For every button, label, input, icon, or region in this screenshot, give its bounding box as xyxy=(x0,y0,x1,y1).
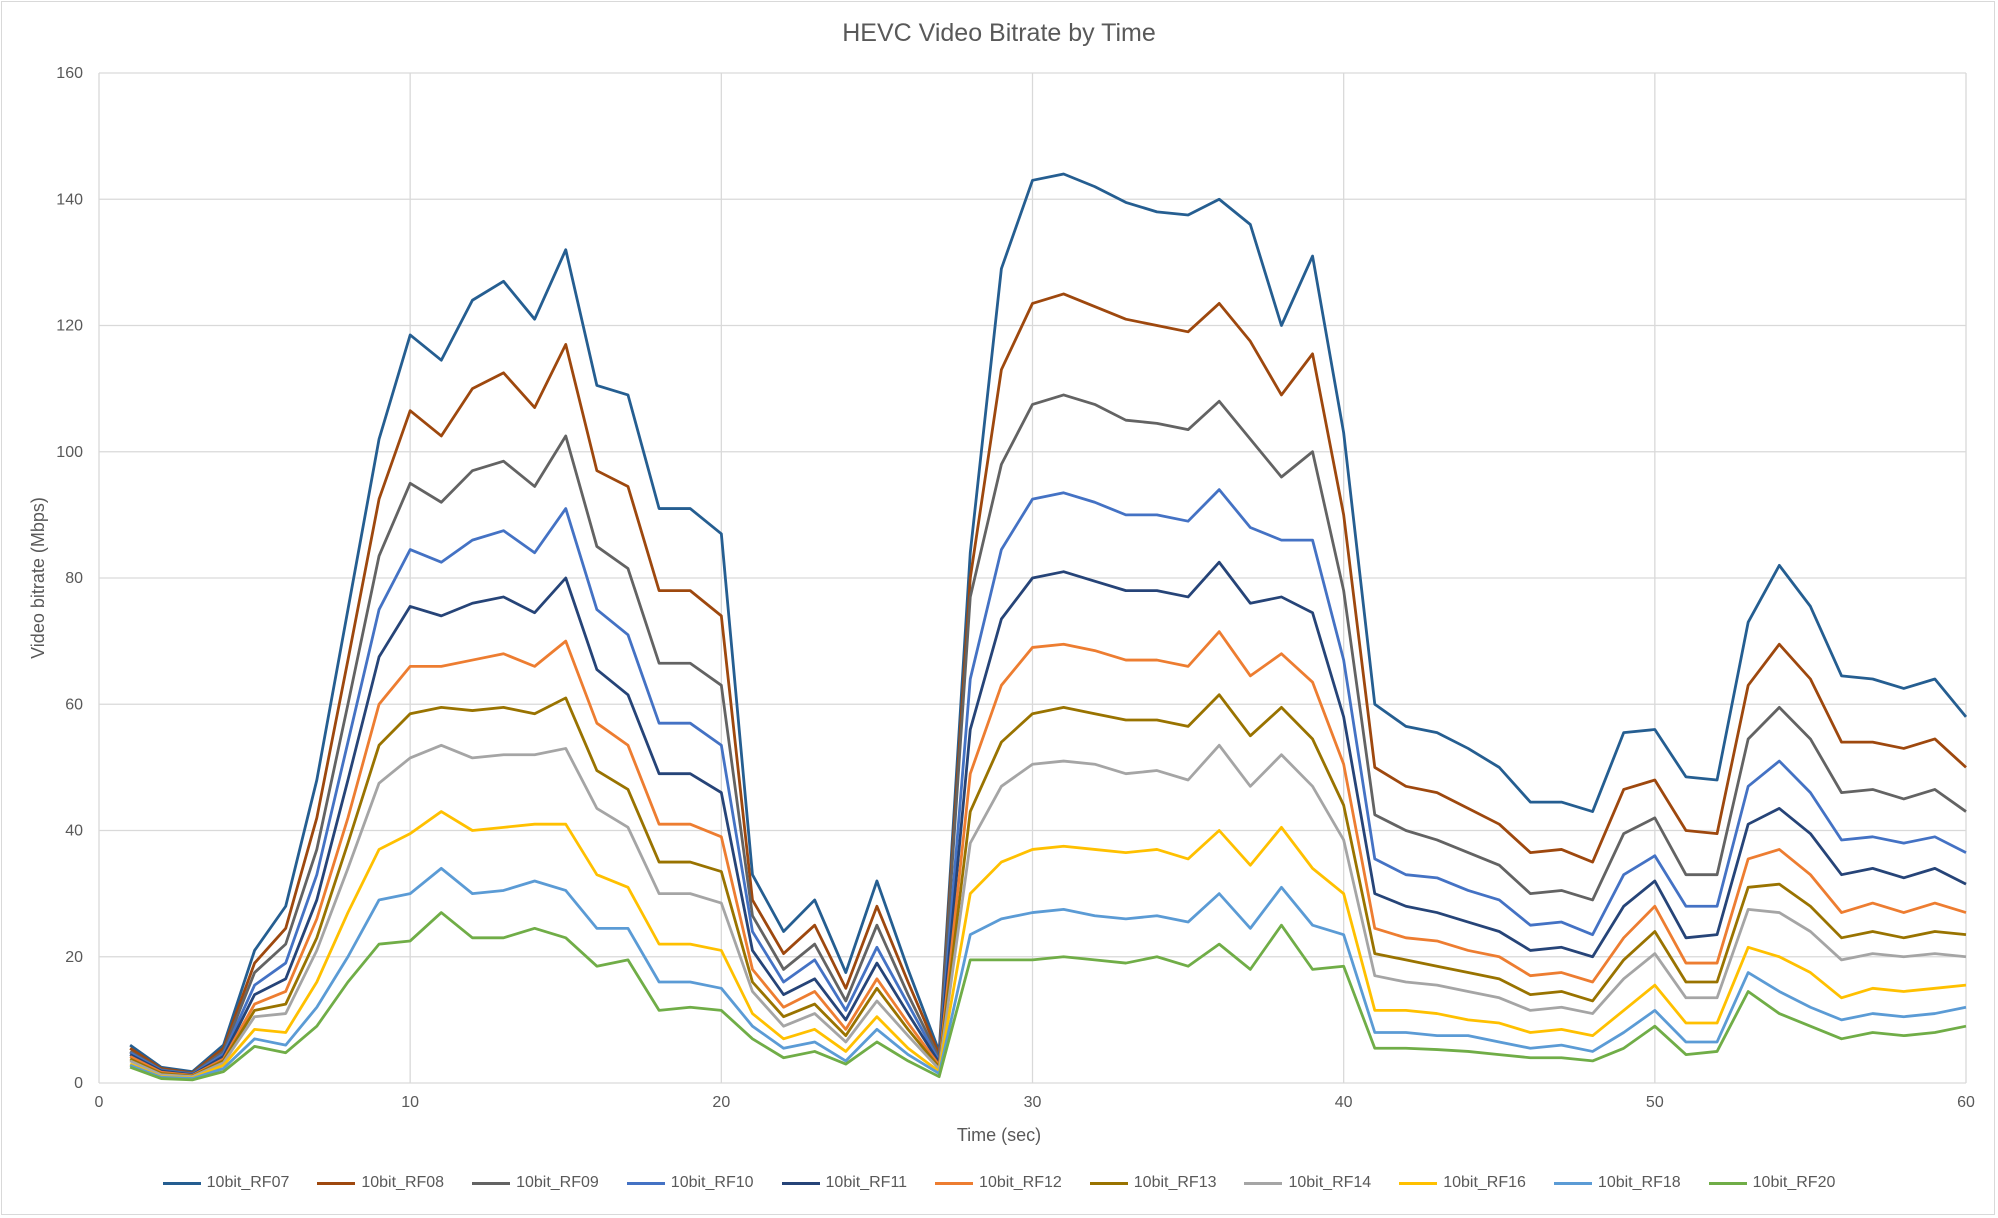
series-line-10bit-rf10 xyxy=(129,488,1967,1076)
x-tick-label: 50 xyxy=(1646,1094,1664,1111)
series-line-10bit-rf16 xyxy=(129,810,1967,1080)
x-tick-label: 20 xyxy=(712,1094,730,1111)
legend-label: 10bit_RF14 xyxy=(1288,1174,1372,1191)
y-tick-label: 100 xyxy=(56,444,83,461)
legend-item: 10bit_RF20 xyxy=(1708,1174,1836,1192)
x-tick-label: 40 xyxy=(1335,1094,1353,1111)
legend-swatch xyxy=(626,1181,665,1185)
series-line-10bit-rf18 xyxy=(129,866,1967,1080)
y-tick-label: 80 xyxy=(65,570,83,587)
legend-item: 10bit_RF13 xyxy=(1089,1174,1217,1192)
series-line-10bit-rf07 xyxy=(129,172,1968,1074)
y-tick-label: 60 xyxy=(65,696,83,713)
y-tick-label: 20 xyxy=(65,949,83,966)
legend-label: 10bit_RF16 xyxy=(1443,1174,1526,1191)
legend-swatch xyxy=(781,1181,820,1185)
chart-title: HEVC Video Bitrate by Time xyxy=(842,19,1156,47)
legend-label: 10bit_RF13 xyxy=(1133,1174,1217,1191)
legend-label: 10bit_RF12 xyxy=(979,1174,1062,1191)
legend-label: 10bit_RF07 xyxy=(206,1174,290,1191)
legend-item: 10bit_RF10 xyxy=(626,1174,754,1192)
x-tick-label: 30 xyxy=(1024,1094,1042,1111)
legend-label: 10bit_RF08 xyxy=(361,1174,445,1191)
legend-item: 10bit_RF07 xyxy=(162,1174,290,1192)
legend-item: 10bit_RF11 xyxy=(781,1174,908,1192)
legend-item: 10bit_RF09 xyxy=(472,1174,599,1192)
y-tick-label: 140 xyxy=(56,191,83,208)
y-tick-label: 40 xyxy=(65,823,83,840)
legend-label: 10bit_RF11 xyxy=(825,1174,908,1191)
legend-swatch xyxy=(1399,1181,1438,1185)
legend-swatch xyxy=(1244,1181,1283,1185)
legend-item: 10bit_RF12 xyxy=(935,1174,1062,1192)
x-tick-labels: 0 10 20 30 40 50 60 xyxy=(95,1094,1975,1111)
legend-swatch xyxy=(472,1181,511,1185)
series-line-10bit-rf11 xyxy=(129,560,1967,1077)
legend-swatch xyxy=(1708,1181,1747,1185)
y-tick-label: 160 xyxy=(56,65,83,82)
legend-item: 10bit_RF16 xyxy=(1399,1174,1526,1192)
y-tick-label: 0 xyxy=(74,1075,83,1092)
y-tick-label: 120 xyxy=(56,318,83,335)
x-tick-label: 60 xyxy=(1957,1094,1975,1111)
legend-label: 10bit_RF18 xyxy=(1597,1174,1681,1191)
x-tick-label: 0 xyxy=(95,1094,104,1111)
legend-swatch xyxy=(1553,1181,1592,1185)
series-line-10bit-rf20 xyxy=(129,911,1967,1082)
y-tick-labels: 0 20 40 60 80 100 120 140 160 xyxy=(56,65,83,1092)
legend-swatch xyxy=(162,1181,201,1185)
series-lines xyxy=(129,172,1968,1082)
series-line-10bit-rf09 xyxy=(129,393,1967,1075)
legend: 10bit_RF07 10bit_RF08 10bit_RF09 10bit_RF10… xyxy=(0,1174,1998,1192)
legend-item: 10bit_RF08 xyxy=(317,1174,444,1192)
legend-swatch xyxy=(935,1181,974,1185)
legend-swatch xyxy=(317,1181,356,1185)
legend-label: 10bit_RF20 xyxy=(1752,1174,1836,1191)
legend-item: 10bit_RF14 xyxy=(1244,1174,1371,1192)
legend-label: 10bit_RF10 xyxy=(670,1174,754,1191)
x-tick-label: 10 xyxy=(401,1094,419,1111)
series-line-10bit-rf14 xyxy=(129,743,1967,1079)
legend-item: 10bit_RF18 xyxy=(1553,1174,1681,1192)
series-line-10bit-rf12 xyxy=(129,630,1967,1077)
x-axis-title: Time (sec) xyxy=(957,1125,1041,1145)
y-axis-title: Video bitrate (Mbps) xyxy=(28,497,48,659)
series-line-10bit-rf13 xyxy=(129,693,1967,1078)
legend-swatch xyxy=(1089,1181,1128,1185)
legend-label: 10bit_RF09 xyxy=(516,1174,599,1191)
series-line-10bit-rf08 xyxy=(129,292,1967,1075)
